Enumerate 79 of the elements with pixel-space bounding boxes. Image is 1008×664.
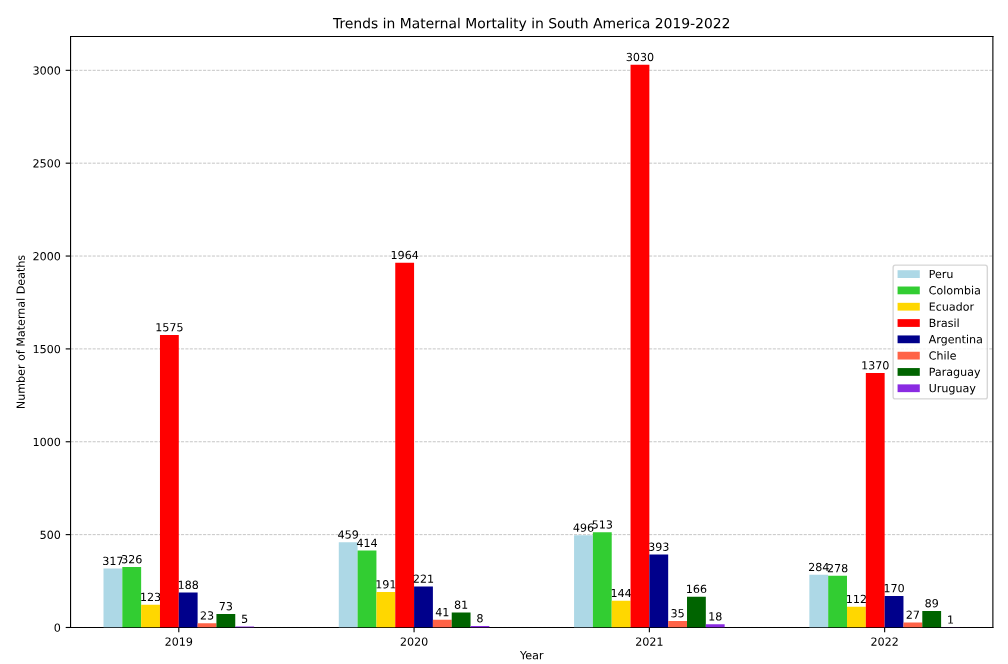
- bar: [668, 620, 688, 628]
- bar: [178, 592, 198, 628]
- data-label: 166: [687, 584, 707, 594]
- data-label: 459: [338, 530, 359, 539]
- legend-label: Argentina: [928, 334, 982, 346]
- bar: [574, 535, 593, 628]
- legend-label: Paraguay: [929, 367, 981, 379]
- legend-label: Colombia: [929, 285, 980, 295]
- data-label: 1370: [862, 361, 889, 370]
- bar: [903, 622, 923, 628]
- y-axis-title: Number of Maternal Deaths: [16, 255, 25, 409]
- x-tick-label: 2019: [165, 637, 193, 646]
- chart-title: Trends in Maternal Mortality in South America 2019-2022: [332, 17, 730, 32]
- y-tick-label: 500: [40, 530, 61, 539]
- y-tick-label: 1500: [33, 344, 61, 354]
- legend-label: Peru: [929, 269, 953, 279]
- bar: [357, 550, 377, 628]
- x-axis-title: Year: [519, 651, 544, 660]
- bar: [338, 542, 358, 628]
- bar: [865, 373, 885, 628]
- bar: [884, 595, 904, 628]
- bar: [159, 334, 179, 628]
- data-label: 188: [178, 580, 199, 590]
- bar: [141, 604, 160, 628]
- data-label: 1: [948, 615, 954, 624]
- x-tick-label: 2022: [871, 637, 898, 646]
- data-label: 284: [808, 562, 829, 572]
- bar: [376, 592, 396, 628]
- bar: [630, 64, 650, 628]
- bar: [649, 554, 669, 628]
- bar: [809, 574, 829, 628]
- bar: [432, 619, 452, 628]
- data-label: 3030: [626, 52, 654, 62]
- data-label: 8: [477, 614, 483, 623]
- data-label: 1575: [156, 323, 183, 332]
- data-label: 73: [219, 601, 233, 611]
- legend-label: Uruguay: [929, 384, 976, 395]
- data-label: 89: [925, 599, 938, 608]
- data-label: 414: [356, 538, 377, 547]
- data-label: 18: [709, 612, 722, 621]
- bar: [216, 613, 236, 628]
- bar: [122, 566, 142, 628]
- legend-label: Brasil: [929, 318, 959, 328]
- data-label: 317: [103, 556, 123, 566]
- bar: [103, 568, 123, 628]
- bar: [828, 575, 847, 628]
- data-label: 5: [241, 614, 248, 624]
- y-tick-label: 0: [54, 623, 61, 632]
- data-label: 41: [435, 608, 449, 617]
- data-label: 496: [573, 523, 594, 532]
- data-label: 23: [200, 611, 214, 620]
- data-label: 27: [906, 610, 919, 619]
- data-label: 1964: [391, 250, 419, 260]
- legend-label: Ecuador: [929, 302, 975, 311]
- y-tick-label: 2500: [33, 159, 61, 168]
- bar: [592, 532, 612, 628]
- data-label: 35: [671, 609, 684, 618]
- x-tick-label: 2020: [400, 637, 428, 646]
- y-tick-label: 2000: [33, 252, 61, 261]
- y-tick-label: 3000: [33, 66, 61, 75]
- data-label: 278: [827, 563, 848, 573]
- y-tick-label: 1000: [33, 437, 61, 447]
- data-label: 81: [454, 600, 468, 609]
- data-label: 112: [847, 594, 866, 603]
- bar: [847, 606, 866, 628]
- bar: [451, 612, 471, 628]
- bar: [922, 610, 942, 628]
- data-label: 123: [141, 592, 161, 602]
- legend-label: Chile: [929, 351, 956, 360]
- bar: [395, 262, 415, 628]
- x-tick-label: 2021: [636, 637, 663, 646]
- data-label: 326: [121, 554, 142, 564]
- data-label: 513: [592, 520, 613, 529]
- bar: [705, 624, 725, 628]
- data-label: 393: [649, 542, 669, 551]
- bar: [197, 623, 217, 628]
- bar: [687, 596, 706, 628]
- bar: [414, 586, 433, 628]
- bar: [611, 600, 631, 628]
